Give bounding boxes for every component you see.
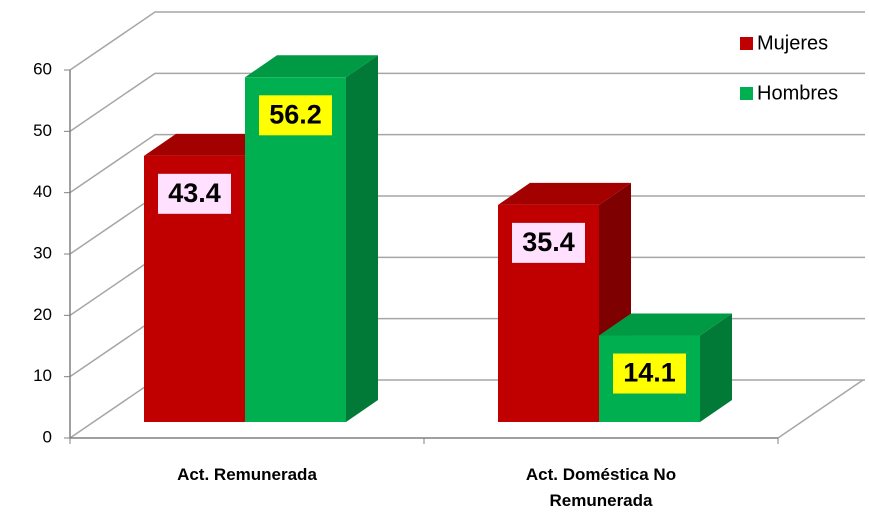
bar-top bbox=[245, 55, 378, 78]
data-label: 43.4 bbox=[168, 178, 221, 208]
legend-swatch bbox=[740, 87, 753, 100]
legend-swatch bbox=[740, 37, 753, 50]
bar-side bbox=[346, 55, 378, 422]
bar-top bbox=[144, 133, 277, 156]
legend-label: Mujeres bbox=[757, 32, 828, 54]
y-tick-label: 10 bbox=[33, 366, 52, 385]
y-tick-label: 0 bbox=[43, 427, 52, 446]
y-tick-label: 50 bbox=[33, 121, 52, 140]
data-label-box bbox=[259, 95, 332, 136]
bar-top bbox=[498, 182, 631, 205]
y-tick-label: 30 bbox=[33, 243, 52, 262]
grid-line bbox=[69, 133, 865, 194]
data-label-box bbox=[512, 222, 585, 263]
x-tick-label: Act. Remunerada bbox=[177, 465, 317, 484]
grid-line bbox=[69, 11, 865, 71]
data-label-box bbox=[158, 173, 231, 214]
data-label-box bbox=[613, 353, 686, 394]
data-label: 35.4 bbox=[522, 227, 575, 257]
bar-top bbox=[599, 313, 732, 336]
grid-line bbox=[69, 72, 865, 132]
data-label: 14.1 bbox=[623, 358, 676, 388]
legend-label: Hombres bbox=[757, 82, 838, 104]
y-tick-label: 20 bbox=[33, 305, 52, 324]
floor-edge bbox=[777, 379, 864, 439]
bar-side bbox=[700, 313, 732, 422]
data-label: 56.2 bbox=[269, 99, 322, 129]
y-tick-label: 40 bbox=[33, 182, 52, 201]
x-tick-label: Act. Doméstica No Remunerada bbox=[525, 465, 677, 510]
y-tick-label: 60 bbox=[33, 59, 52, 78]
